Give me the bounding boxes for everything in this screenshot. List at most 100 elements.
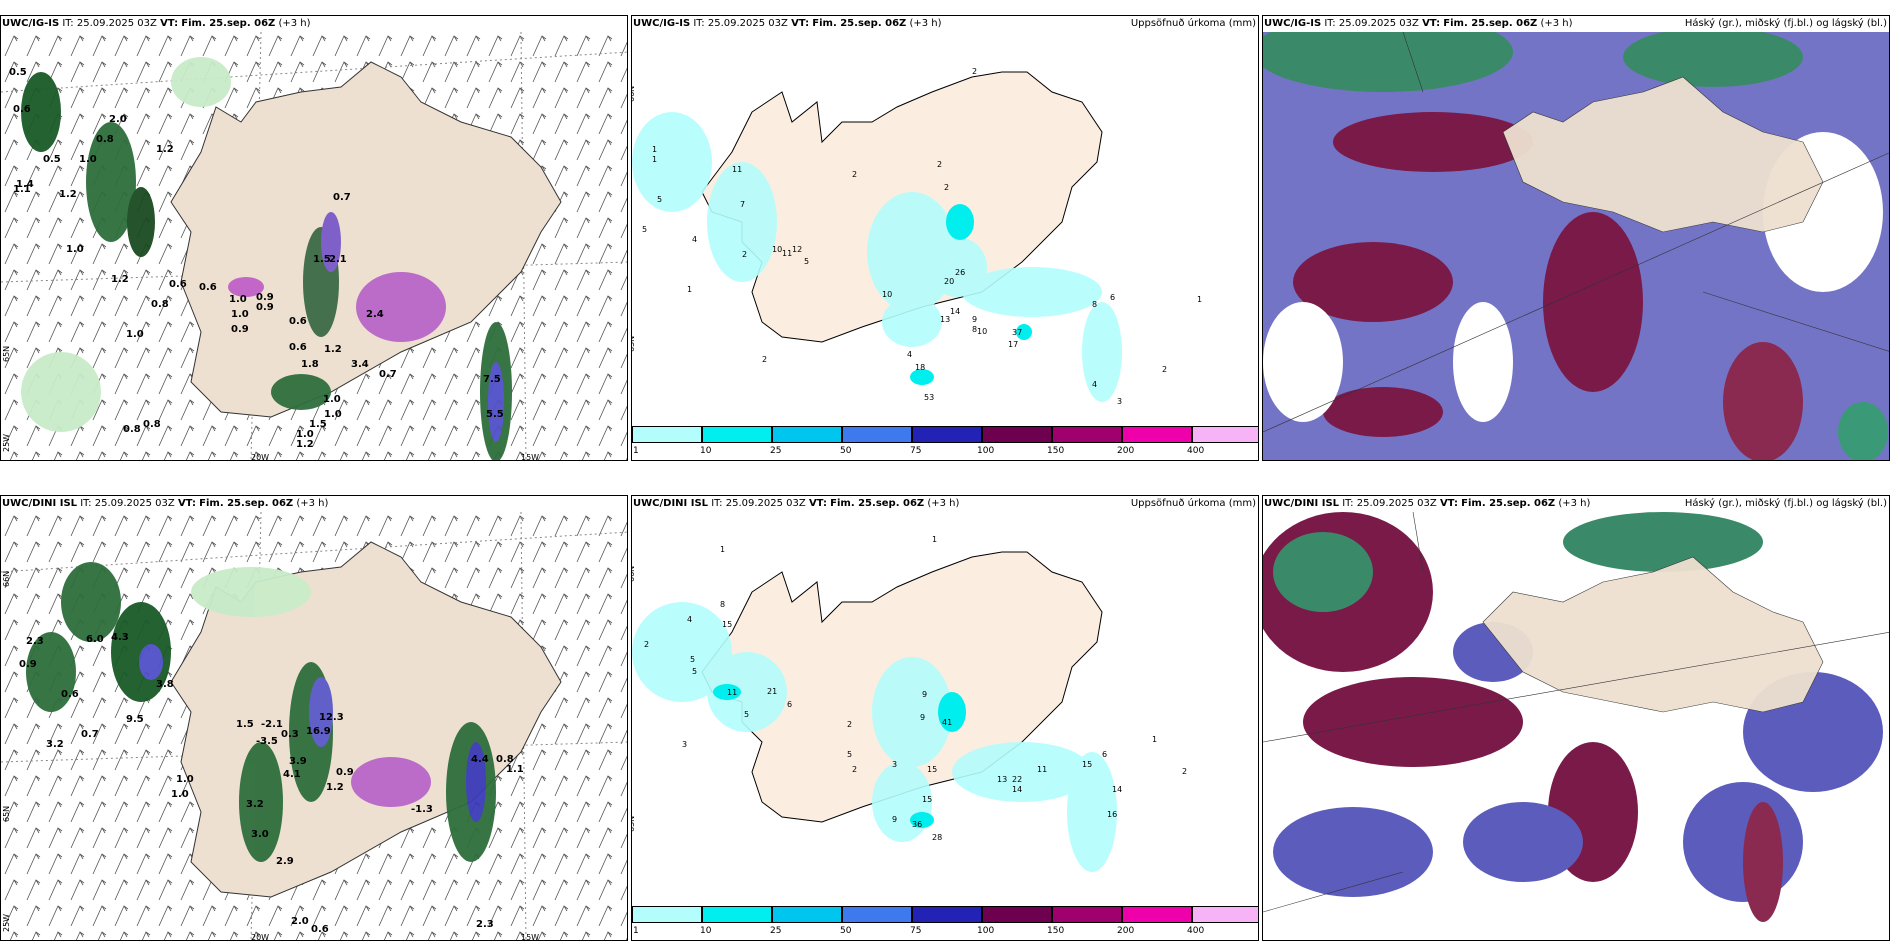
colorbar-swatch: [772, 426, 842, 443]
panel-precip-ig: UWC/IG-IS IT: 25.09.2025 03Z VT: Fim. 25…: [631, 15, 1259, 461]
svg-text:6: 6: [1110, 293, 1115, 302]
colorbar-label: 200: [1117, 926, 1135, 936]
svg-text:1.5: 1.5: [236, 719, 254, 730]
svg-text:0.6: 0.6: [199, 282, 217, 293]
svg-text:0.9: 0.9: [256, 302, 274, 313]
svg-text:1.0: 1.0: [79, 154, 97, 165]
svg-text:1: 1: [652, 155, 657, 164]
precip-map: 1 1 2 4 8 15 5 5 11 21 5 6 3 2 5 9 41 15…: [632, 535, 1187, 872]
svg-text:15W: 15W: [521, 453, 539, 461]
svg-text:2.3: 2.3: [26, 636, 44, 647]
svg-text:15: 15: [922, 795, 932, 804]
panel-right-title: Uppsöfnuð úrkoma (mm): [1130, 498, 1256, 509]
svg-text:66N: 66N: [2, 571, 11, 587]
colorbar-swatch: [1052, 906, 1122, 923]
rain-fields: [21, 57, 512, 460]
cloud-map: [1263, 32, 1889, 460]
svg-text:3.0: 3.0: [251, 829, 269, 840]
cloud-fields: [1263, 32, 1889, 460]
svg-text:7.5: 7.5: [483, 374, 501, 385]
svg-text:9.5: 9.5: [126, 714, 144, 725]
svg-text:1.0: 1.0: [176, 774, 194, 785]
panel-right-title: Háský (gr.), miðský (fj.bl.) og lágský (…: [1684, 18, 1887, 29]
precip-core: [713, 684, 966, 828]
svg-text:1.0: 1.0: [171, 789, 189, 800]
svg-text:1.2: 1.2: [59, 189, 77, 200]
svg-text:66N: 66N: [632, 86, 636, 102]
svg-text:1.2: 1.2: [156, 144, 174, 155]
svg-text:8: 8: [972, 325, 977, 334]
svg-text:0.6: 0.6: [311, 924, 329, 935]
svg-text:-3.5: -3.5: [256, 736, 278, 747]
svg-text:0.6: 0.6: [289, 342, 307, 353]
svg-text:1: 1: [687, 285, 692, 294]
svg-text:0.9: 0.9: [231, 324, 249, 335]
svg-text:15W: 15W: [521, 933, 539, 941]
svg-text:0.5: 0.5: [43, 154, 61, 165]
precip-fields: [632, 602, 1117, 872]
svg-text:10: 10: [977, 327, 987, 336]
svg-text:3.2: 3.2: [246, 799, 264, 810]
svg-text:2.3: 2.3: [476, 919, 494, 930]
colorbar-label: 150: [1047, 446, 1065, 456]
colorbar-label: 75: [910, 446, 922, 456]
svg-text:3.4: 3.4: [351, 359, 369, 370]
svg-text:1: 1: [1197, 295, 1202, 304]
svg-text:1: 1: [1152, 735, 1157, 744]
svg-text:-2.1: -2.1: [261, 719, 283, 730]
colorbar-swatch: [1122, 906, 1192, 923]
svg-text:9: 9: [972, 315, 977, 324]
svg-text:1.2: 1.2: [326, 782, 344, 793]
svg-text:21: 21: [767, 687, 777, 696]
svg-text:0.7: 0.7: [333, 192, 351, 203]
svg-text:65N: 65N: [2, 806, 11, 822]
svg-text:0.7: 0.7: [81, 729, 99, 740]
panel-right-title: Háský (gr.), miðský (fj.bl.) og lágský (…: [1684, 498, 1887, 509]
panel-title: UWC/DINI ISL IT: 25.09.2025 03Z VT: Fim.…: [633, 498, 960, 509]
svg-text:20: 20: [944, 277, 954, 286]
precip-core: [910, 204, 1032, 385]
svg-text:4.1: 4.1: [283, 769, 301, 780]
svg-text:5: 5: [657, 195, 662, 204]
svg-text:65N: 65N: [2, 346, 11, 362]
svg-text:1.0: 1.0: [229, 294, 247, 305]
svg-text:2: 2: [847, 720, 852, 729]
svg-text:0.6: 0.6: [61, 689, 79, 700]
svg-text:6: 6: [787, 700, 792, 709]
svg-text:12: 12: [792, 245, 802, 254]
svg-text:15: 15: [927, 765, 937, 774]
svg-text:2: 2: [762, 355, 767, 364]
svg-text:11: 11: [727, 688, 737, 697]
svg-text:0.8: 0.8: [143, 419, 161, 430]
svg-text:15: 15: [1082, 760, 1092, 769]
svg-text:3: 3: [1117, 397, 1122, 406]
svg-text:2.0: 2.0: [291, 916, 309, 927]
svg-text:1.0: 1.0: [296, 429, 314, 440]
svg-text:5.5: 5.5: [486, 409, 504, 420]
colorbar-label: 50: [840, 926, 852, 936]
panel-clouds-ig: UWC/IG-IS IT: 25.09.2025 03Z VT: Fim. 25…: [1262, 15, 1890, 461]
svg-text:4: 4: [1092, 380, 1097, 389]
svg-text:0.8: 0.8: [151, 299, 169, 310]
panel-title: UWC/IG-IS IT: 25.09.2025 03Z VT: Fim. 25…: [2, 18, 311, 29]
svg-text:0.8: 0.8: [123, 424, 141, 435]
svg-text:11: 11: [732, 165, 742, 174]
colorbar-swatch: [982, 906, 1052, 923]
svg-text:0.9: 0.9: [19, 659, 37, 670]
svg-text:0.9: 0.9: [336, 767, 354, 778]
panel-right-title: Uppsöfnuð úrkoma (mm): [1130, 18, 1256, 29]
colorbar-swatch: [842, 906, 912, 923]
svg-text:1.0: 1.0: [231, 309, 249, 320]
iceland-landmass: [170, 61, 562, 418]
precip-labels: 1 1 2 4 8 15 5 5 11 21 5 6 3 2 5 9 41 15…: [644, 535, 1187, 842]
svg-text:36: 36: [912, 820, 922, 829]
svg-text:1.4: 1.4: [16, 179, 34, 190]
svg-text:1.2: 1.2: [324, 344, 342, 355]
colorbar: 1 10 25 50 75 100 150 200 400: [632, 426, 1258, 460]
colorbar-swatch: [632, 426, 702, 443]
svg-text:28: 28: [932, 833, 942, 842]
iceland-landmass: [1482, 556, 1824, 713]
wind-rain-map: 2.3 0.9 0.6 0.7 3.2 6.0 4.3 3.8 9.5 1.5 …: [1, 512, 627, 941]
wind-rain-map: 0.5 0.8 0.6 2.0 0.5 1.2 1.0 0.8 1.2 1.0 …: [1, 32, 627, 461]
svg-text:0.6: 0.6: [13, 104, 31, 115]
